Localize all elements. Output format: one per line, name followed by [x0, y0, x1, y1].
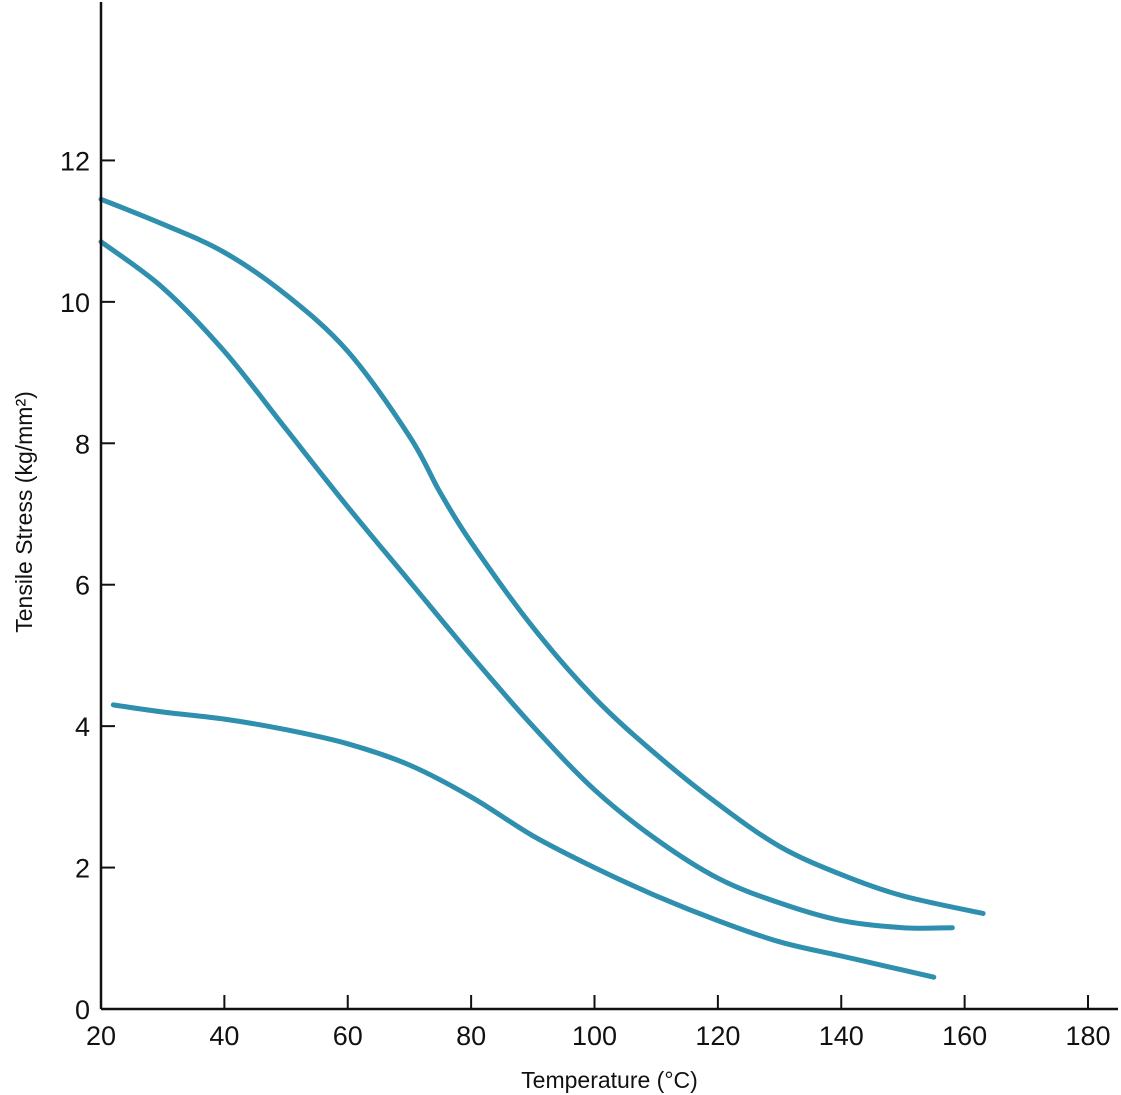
x-tick-label: 160 — [942, 1021, 987, 1051]
series-line-3 — [110, 702, 937, 980]
x-tick-label: 20 — [86, 1021, 116, 1051]
x-tick-label: 80 — [456, 1021, 486, 1051]
x-tick-label: 140 — [819, 1021, 864, 1051]
y-tick-label: 8 — [75, 429, 90, 459]
y-tick-label: 4 — [75, 712, 90, 742]
series-line-2 — [98, 239, 955, 931]
y-tick-label: 0 — [75, 995, 90, 1025]
y-tick-label: 2 — [75, 854, 90, 884]
ticks-layer: 20 40 60 80 100 120 140 160 180 0 2 4 6 8 10 12 — [60, 146, 1111, 1051]
y-tick-label: 12 — [60, 146, 90, 176]
series-layer — [98, 196, 986, 980]
x-tick-label: 120 — [695, 1021, 740, 1051]
axes-layer — [99, 2, 1118, 1011]
x-tick-label: 180 — [1065, 1021, 1110, 1051]
x-tick-label: 40 — [209, 1021, 239, 1051]
x-tick-label: 100 — [572, 1021, 617, 1051]
series-line-1 — [98, 196, 986, 916]
y-tick-label: 6 — [75, 571, 90, 601]
y-axis-title: Tensile Stress (kg/mm²) — [11, 391, 37, 633]
x-axis-title: Temperature (°C) — [521, 1067, 698, 1093]
x-tick-label: 60 — [333, 1021, 363, 1051]
y-tick-label: 10 — [60, 288, 90, 318]
